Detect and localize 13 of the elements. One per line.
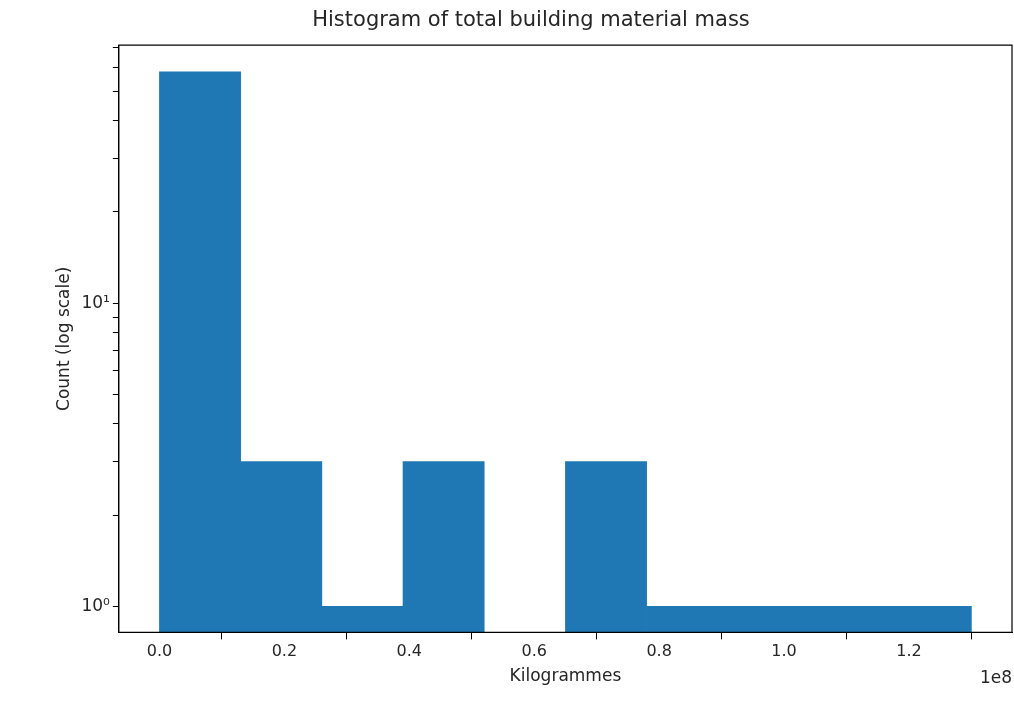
y-tick-label: 10⁰ [81, 594, 111, 615]
x-tick-label: 0.2 [271, 641, 298, 661]
x-tick-label: 0.6 [521, 641, 547, 661]
x-tick-label: 1.0 [771, 641, 797, 661]
y-tick-label: 10¹ [81, 291, 110, 312]
x-tick-label: 0.4 [396, 641, 422, 661]
chart-title: Histogram of total building material mass [312, 7, 750, 32]
x-axis-title: Kilogrammes [509, 665, 622, 686]
x-tick-label: 0.0 [146, 641, 173, 661]
y-axis-title: Count (log scale) [52, 266, 73, 411]
x-tick-label: 1.2 [896, 641, 922, 661]
x-tick-label: 0.8 [646, 641, 672, 661]
text: 1e8 [979, 667, 1012, 688]
